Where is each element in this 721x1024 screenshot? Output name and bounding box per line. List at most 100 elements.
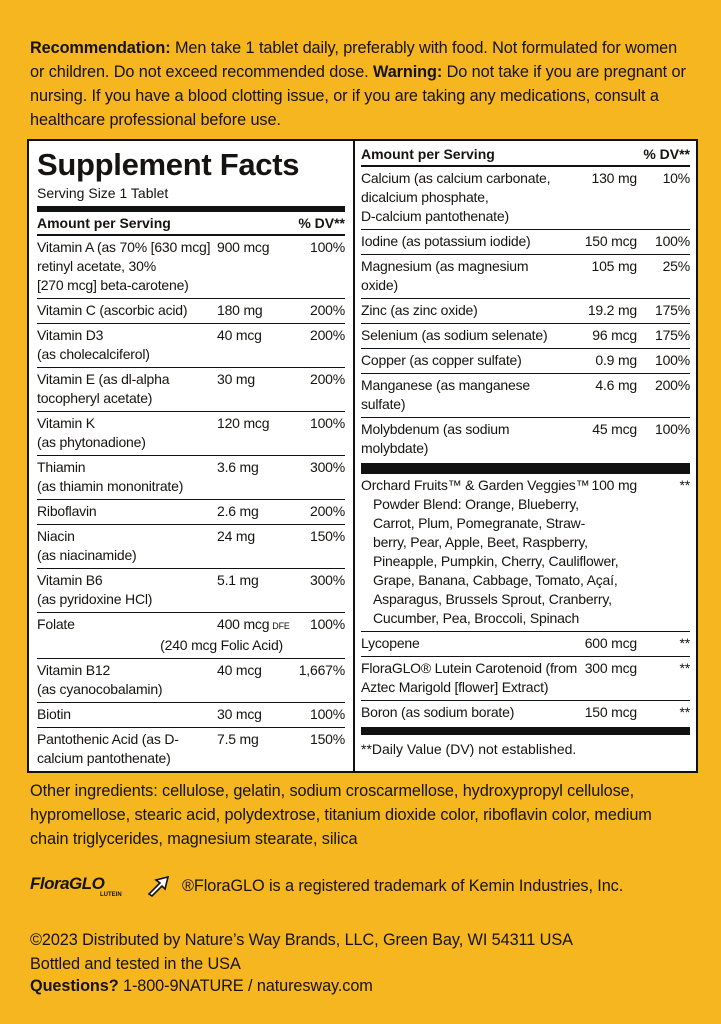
nutrient-name: Selenium (as sodium selenate) (361, 326, 561, 345)
nutrient-row: Niacin (as niacinamide) 24 mg 150% (37, 524, 345, 568)
nutrient-row: Pantothenic Acid (as D-calcium pantothen… (37, 727, 345, 771)
logo-sub: LUTEIN (100, 892, 122, 898)
nutrient-row: Folate 400 mcg DFE 100% (240 mcg Folic Acid) (37, 612, 345, 658)
name-line: Cucumber, Pea, Broccoli, Spinach (373, 610, 580, 626)
daily-value: 100% (654, 352, 690, 368)
amount-value: 0.9 mg (595, 352, 637, 368)
amount: 150 mcg (561, 703, 637, 722)
nutrient-row: Vitamin E (as dl-alpha tocopheryl acetate… (37, 367, 345, 411)
nutrient-row: Vitamin A (as 70% [630 mcg] retinyl aceta… (37, 236, 345, 298)
column-header: Amount per Serving % DV** (361, 143, 690, 167)
daily-value: 200% (309, 503, 345, 519)
amount: 120 mcg (217, 414, 297, 452)
amount-header: Amount per Serving (361, 146, 495, 162)
daily-value: 1,667% (298, 662, 345, 678)
amount-value: 600 mcg (584, 635, 637, 651)
name-line: Niacin (37, 528, 75, 544)
amount: 600 mcg (561, 634, 637, 653)
nutrient-row: Biotin 30 mcg 100% (37, 702, 345, 727)
amount-value: 40 mcg (217, 662, 262, 678)
nutrient-row: Vitamin C (ascorbic acid) 180 mg 200% (37, 298, 345, 323)
nutrient-name: Riboflavin (37, 502, 217, 521)
nutrient-row: Iodine (as potassium iodide) 150 mcg 100% (361, 229, 690, 254)
name-line: D-calcium pantothenate) (361, 208, 509, 224)
amount-value: 130 mg (591, 170, 638, 186)
nutrient-name: FloraGLO® Lutein Carotenoid (from Aztec M… (361, 659, 577, 697)
nutrient-name: Zinc (as zinc oxide) (361, 301, 561, 320)
daily-value: 200% (309, 302, 345, 318)
amount: 130 mg (561, 169, 638, 226)
amount: 30 mg (217, 370, 297, 408)
nutrient-name: Manganese (as manganese sulfate) (361, 376, 561, 414)
nutrient-rows: Calcium (as calcium carbonate, dicalcium … (361, 167, 690, 461)
amount: 300 mcg (561, 659, 637, 697)
daily-value: 10% (662, 170, 691, 186)
serving-size: Serving Size 1 Tablet (37, 185, 169, 201)
amount-value: 150 mcg (584, 233, 637, 249)
nutrient-row: Manganese (as manganese sulfate) 4.6 mg 200… (361, 373, 690, 417)
nutrient-row: Copper (as copper sulfate) 0.9 mg 100% (361, 348, 690, 373)
amount-value: 19.2 mg (587, 302, 637, 318)
thick-bar (361, 463, 690, 474)
other-ingredients: Other ingredients: cellulose, gelatin, s… (30, 782, 652, 848)
amount-value: 40 mcg (217, 327, 262, 343)
name-line: Folate (37, 616, 75, 632)
arrow-shape (147, 875, 170, 898)
name-line: Vitamin E (as dl-alpha (37, 371, 170, 387)
name-line: Selenium (as sodium selenate) (361, 327, 548, 343)
recommendation-label: Recommendation: (30, 39, 171, 57)
trademark: ®FloraGLO is a registered trademark of K… (182, 877, 624, 895)
nutrient-name: Vitamin B12 (as cyanocobalamin) (37, 661, 217, 699)
daily-value: 200% (309, 327, 345, 343)
nutrient-name: Boron (as sodium borate) (361, 703, 561, 722)
amount-value: 3.6 mg (217, 459, 259, 475)
questions-text: 1-800-9NATURE / naturesway.com (123, 977, 373, 995)
bottled: Bottled and tested in the USA (30, 955, 241, 973)
name-line: dicalcium phosphate, (361, 189, 489, 205)
daily-value: 150% (309, 731, 345, 747)
name-line: Molybdenum (as sodium (361, 421, 510, 437)
daily-value: 25% (662, 258, 691, 274)
amount-value: 400 mcg (217, 616, 270, 632)
name-line: Iodine (as potassium iodide) (361, 233, 531, 249)
name-line: (as pyridoxine HCl) (37, 591, 153, 607)
name-line: [270 mcg] beta-carotene) (37, 277, 189, 293)
warning-label: Warning: (373, 63, 443, 81)
name-line: (as cholecalciferol) (37, 346, 150, 362)
amount-value: 180 mg (217, 302, 263, 318)
name-line: (as phytonadione) (37, 434, 146, 450)
floraglo-logo: FloraGLO LUTEIN (30, 874, 180, 900)
dv-header: % DV** (298, 215, 345, 231)
daily-value: 300% (309, 572, 345, 588)
warning-text: Do not take if you are pregnant or nursi… (30, 63, 686, 129)
questions: Questions? 1-800-9NATURE / naturesway.co… (30, 974, 692, 998)
amount: 2.6 mg (217, 502, 297, 521)
nutrient-name: Magnesium (as magnesium oxide) (361, 257, 561, 295)
blend-rows: Orchard Fruits™ & Garden Veggies™ 100 mg *… (361, 474, 690, 725)
nutrient-row: Vitamin B6 (as pyridoxine HCl) 5.1 mg 300% (37, 568, 345, 612)
name-line: berry, Pear, Apple, Beet, Raspberry, (373, 534, 588, 550)
nutrient-name: Folate (37, 615, 217, 636)
amount: 30 mcg (217, 705, 297, 724)
nutrient-name: Calcium (as calcium carbonate, dicalcium … (361, 169, 561, 226)
nutrient-row: Selenium (as sodium selenate) 96 mcg 175% (361, 323, 690, 348)
amount-value: 150 mcg (584, 704, 637, 720)
name-line: (as cyanocobalamin) (37, 681, 163, 697)
questions-label: Questions? (30, 977, 119, 995)
daily-value: ** (679, 635, 691, 651)
logo-arrow (147, 875, 170, 898)
nutrient-row: Riboflavin 2.6 mg 200% (37, 499, 345, 524)
nutrient-name: Niacin (as niacinamide) (37, 527, 217, 565)
amount: 40 mcg (217, 661, 297, 699)
name-line: Thiamin (37, 459, 86, 475)
daily-value: 150% (309, 528, 345, 544)
amount: 5.1 mg (217, 571, 297, 609)
amount: 7.5 mg (217, 730, 297, 768)
amount-value: 30 mg (217, 371, 255, 387)
name-line: (as niacinamide) (37, 547, 137, 563)
name-line: Magnesium (as magnesium (361, 258, 529, 274)
daily-value: 100% (309, 415, 345, 431)
name-line: Lycopene (361, 635, 420, 651)
nutrient-row: Calcium (as calcium carbonate, dicalcium … (361, 167, 690, 229)
amount-value: 5.1 mg (217, 572, 259, 588)
